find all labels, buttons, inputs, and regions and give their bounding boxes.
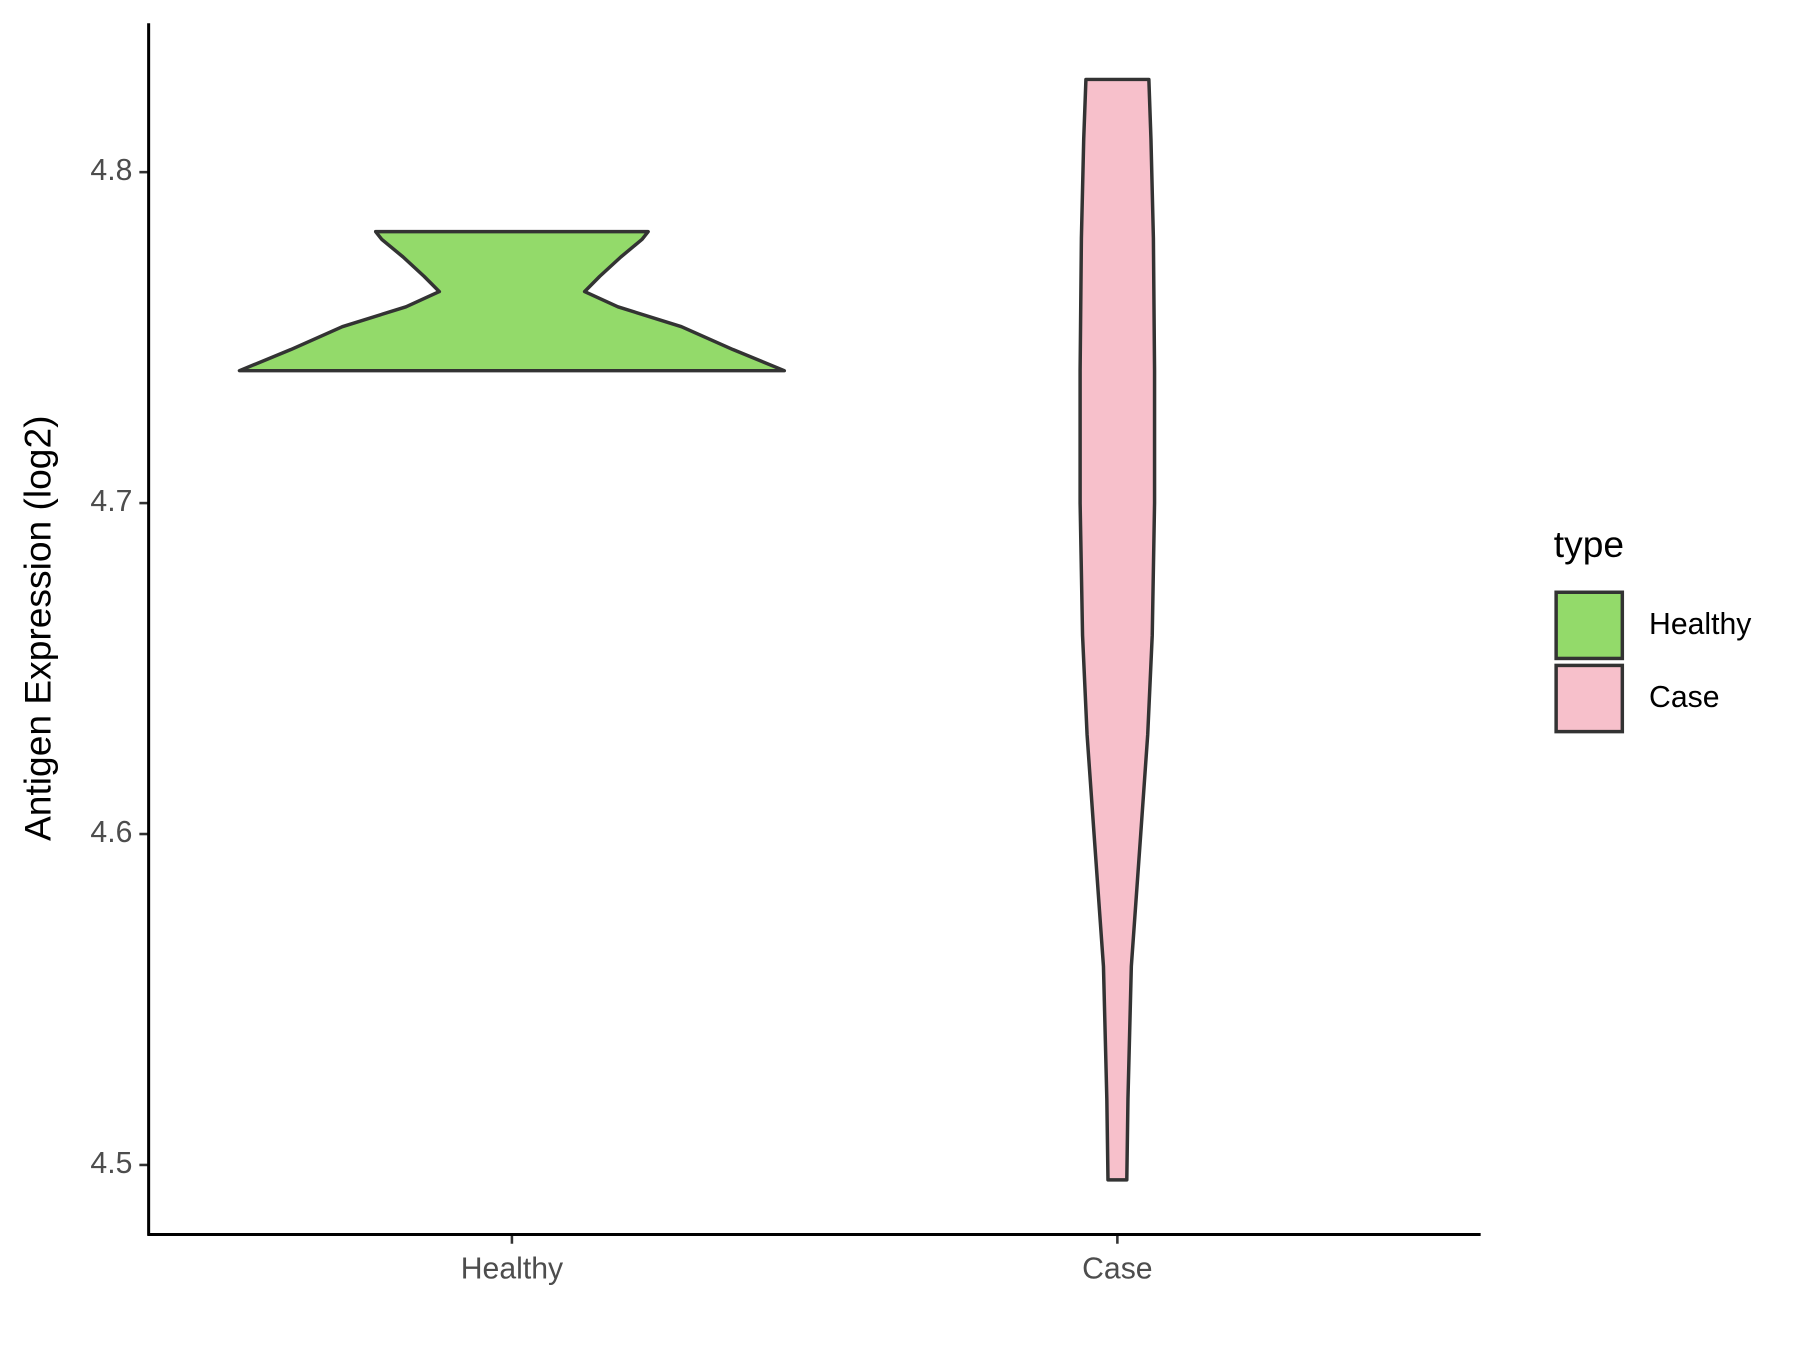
y-tick-label: 4.8 [90,154,132,187]
y-axis-title: Antigen Expression (log2) [16,416,58,841]
violin [237,229,787,373]
legend-label: Case [1649,681,1719,714]
legend-label: Healthy [1649,608,1752,641]
x-tick-label: Case [1082,1252,1152,1285]
y-tick-label: 4.7 [90,485,132,518]
y-tick-label: 4.5 [90,1147,132,1180]
legend-key [1554,663,1625,734]
x-tick-label: Healthy [461,1252,564,1285]
legend-title: type [1554,523,1624,565]
y-tick-label: 4.6 [90,816,132,849]
legend-key [1554,590,1625,661]
violin [1078,77,1157,1182]
